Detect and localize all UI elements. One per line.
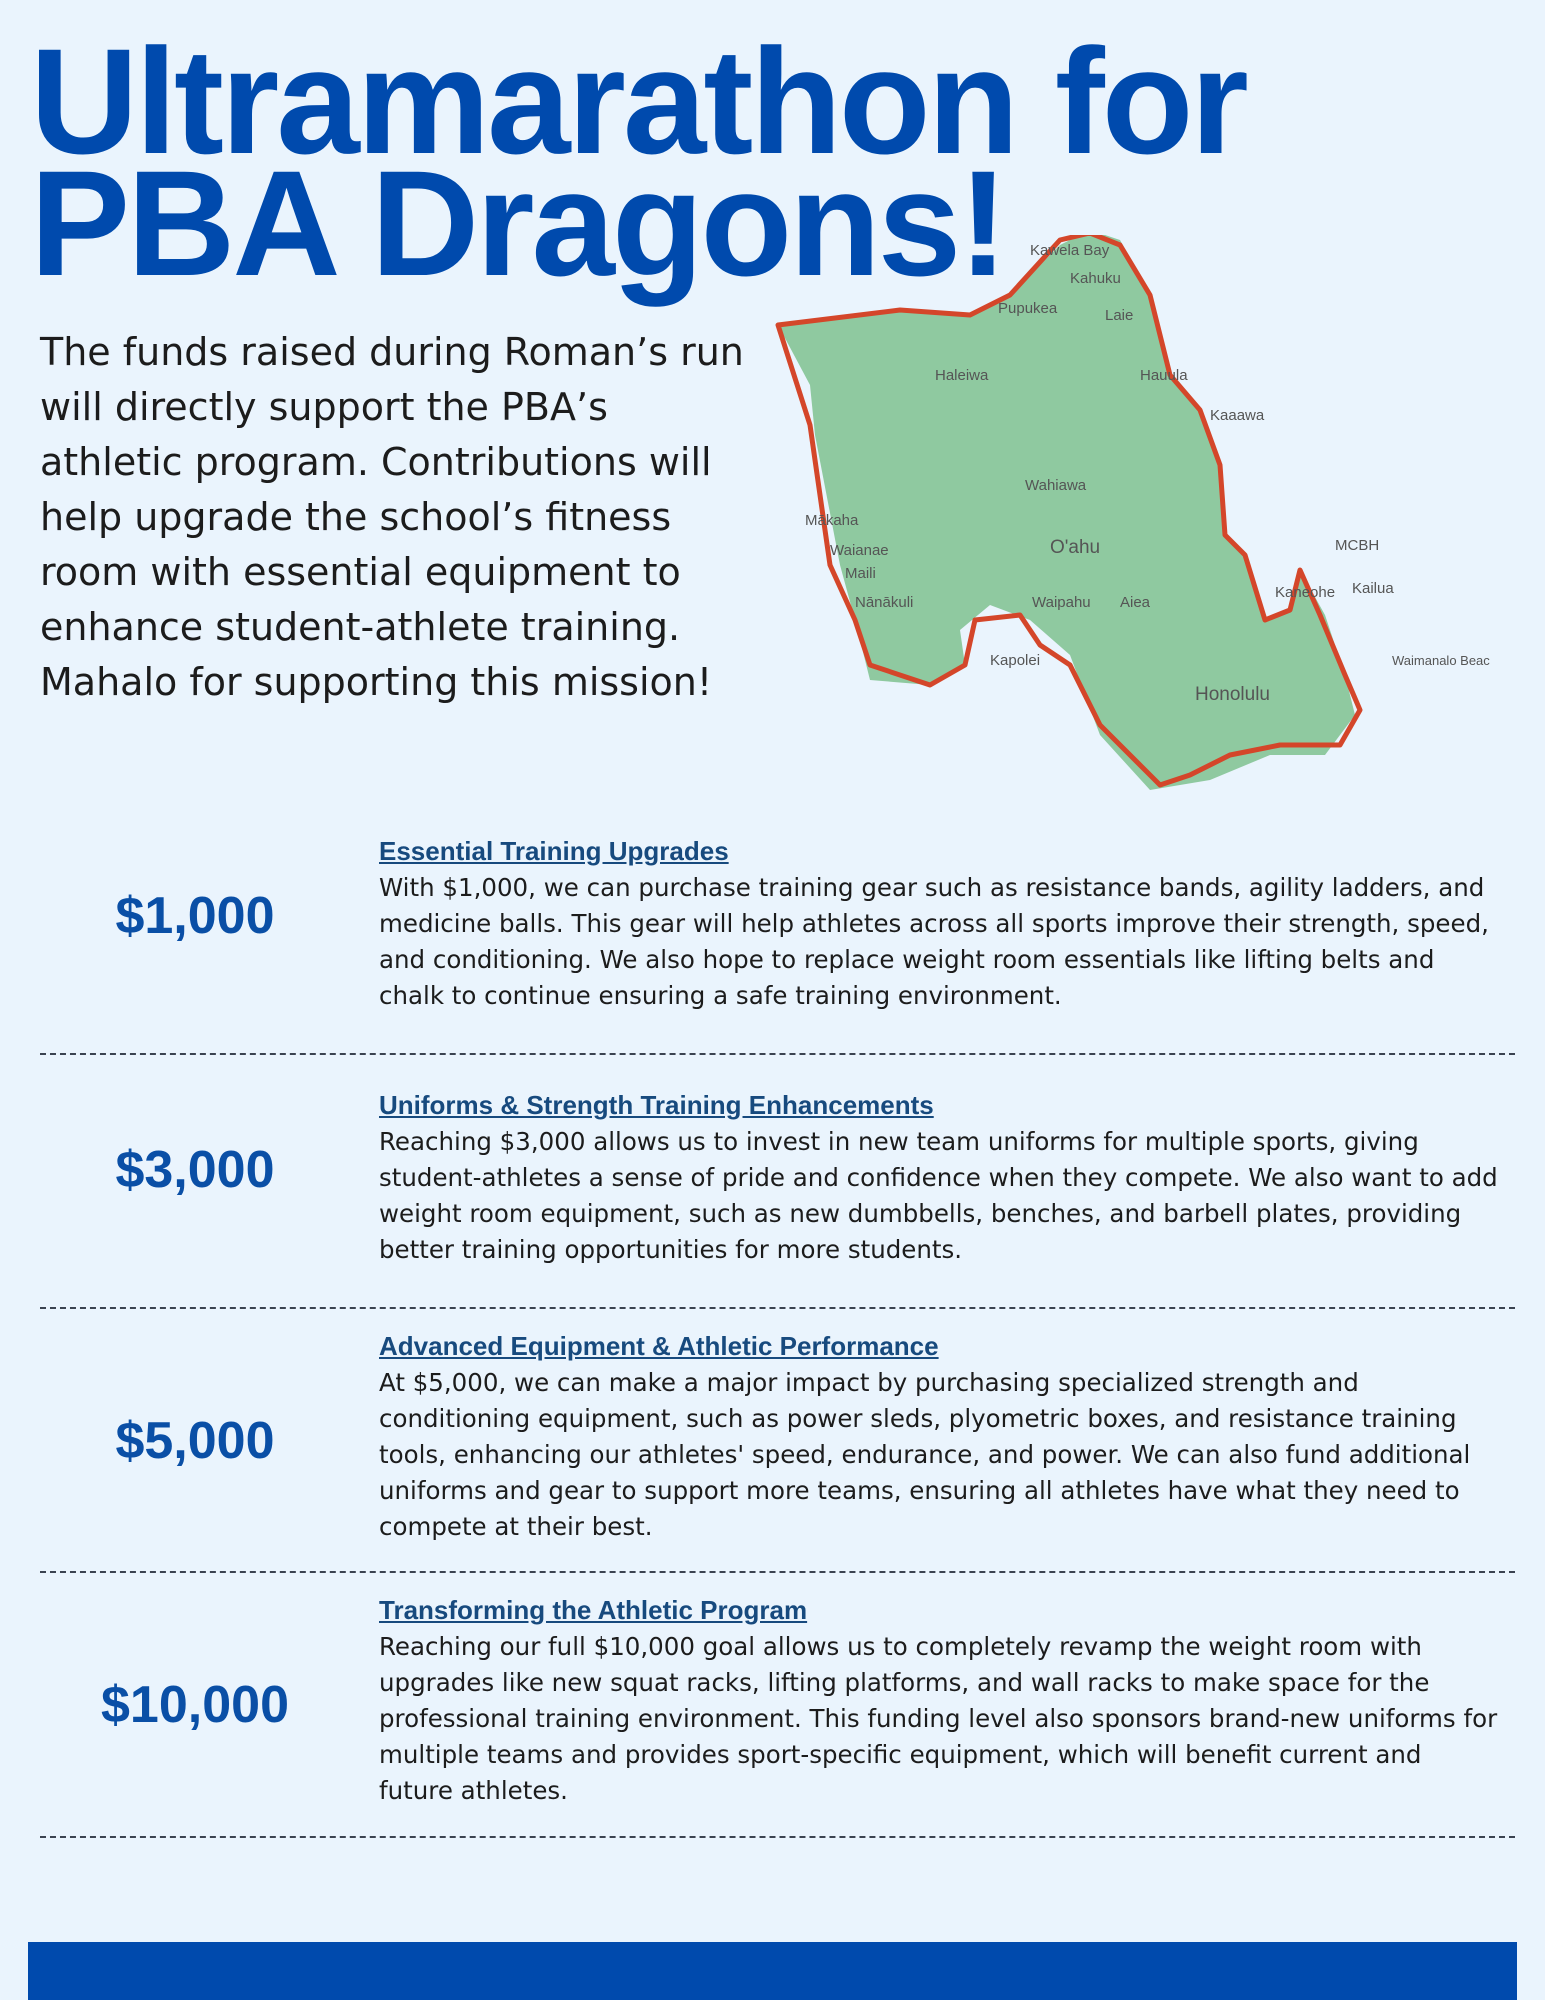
tier-heading: Essential Training Upgrades	[379, 836, 729, 866]
title-line-2: PBA Dragons!	[30, 139, 1008, 307]
tier-description: Reaching $3,000 allows us to invest in n…	[379, 1127, 1498, 1264]
map-label: Hauula	[1140, 367, 1188, 384]
map-label: Laie	[1105, 307, 1133, 324]
map-label: Kailua	[1352, 580, 1394, 597]
map-label: O'ahu	[1050, 537, 1100, 558]
map-label: MCBH	[1335, 537, 1379, 554]
map-label: Haleiwa	[935, 367, 989, 384]
divider	[40, 1836, 1515, 1838]
map-label: Kaneohe	[1275, 584, 1335, 601]
divider	[40, 1053, 1515, 1055]
map-label: Kaaawa	[1210, 407, 1265, 424]
tier-amount: $1,000	[115, 887, 275, 945]
page-title: Ultramarathon for PBA Dragons!	[30, 26, 1249, 298]
map-label: Pupukea	[998, 300, 1058, 317]
oahu-route-map: Kawela Bay Kahuku Pupukea Laie Haleiwa H…	[775, 235, 1490, 790]
tier-heading: Uniforms & Strength Training Enhancement…	[379, 1090, 934, 1120]
tier-amount: $10,000	[101, 1676, 289, 1734]
map-label: Wahiawa	[1025, 477, 1087, 494]
tier-heading: Transforming the Athletic Program	[379, 1595, 808, 1625]
map-label: Waimanalo Beach	[1392, 653, 1490, 668]
island-land	[778, 235, 1355, 790]
map-label: Maili	[845, 565, 876, 582]
map-label: Waipahu	[1032, 594, 1091, 611]
tier-description: At $5,000, we can make a major impact by…	[379, 1368, 1471, 1541]
divider	[40, 1571, 1515, 1573]
map-label: Mākaha	[805, 512, 859, 529]
intro-paragraph: The funds raised during Roman’s run will…	[40, 330, 744, 704]
route-outline	[775, 235, 1363, 788]
title-line-1: Ultramarathon for	[30, 17, 1249, 185]
map-label: Kapolei	[990, 652, 1040, 669]
divider	[40, 1307, 1515, 1309]
map-label: Aiea	[1120, 594, 1151, 611]
map-labels: Kawela Bay Kahuku Pupukea Laie Haleiwa H…	[805, 242, 1490, 705]
footer-bar	[28, 1942, 1517, 2000]
map-label: Waianae	[830, 542, 889, 559]
map-label: Honolulu	[1195, 684, 1270, 705]
tier-description: Reaching our full $10,000 goal allows us…	[379, 1632, 1498, 1805]
tier-description: With $1,000, we can purchase training ge…	[379, 873, 1489, 1010]
tier-amount: $3,000	[115, 1141, 275, 1199]
tier-amount: $5,000	[115, 1412, 275, 1470]
tier-heading: Advanced Equipment & Athletic Performanc…	[379, 1331, 939, 1361]
map-label: Kahuku	[1070, 270, 1121, 287]
map-label: Nānākuli	[855, 594, 913, 611]
map-label: Kawela Bay	[1030, 242, 1110, 259]
